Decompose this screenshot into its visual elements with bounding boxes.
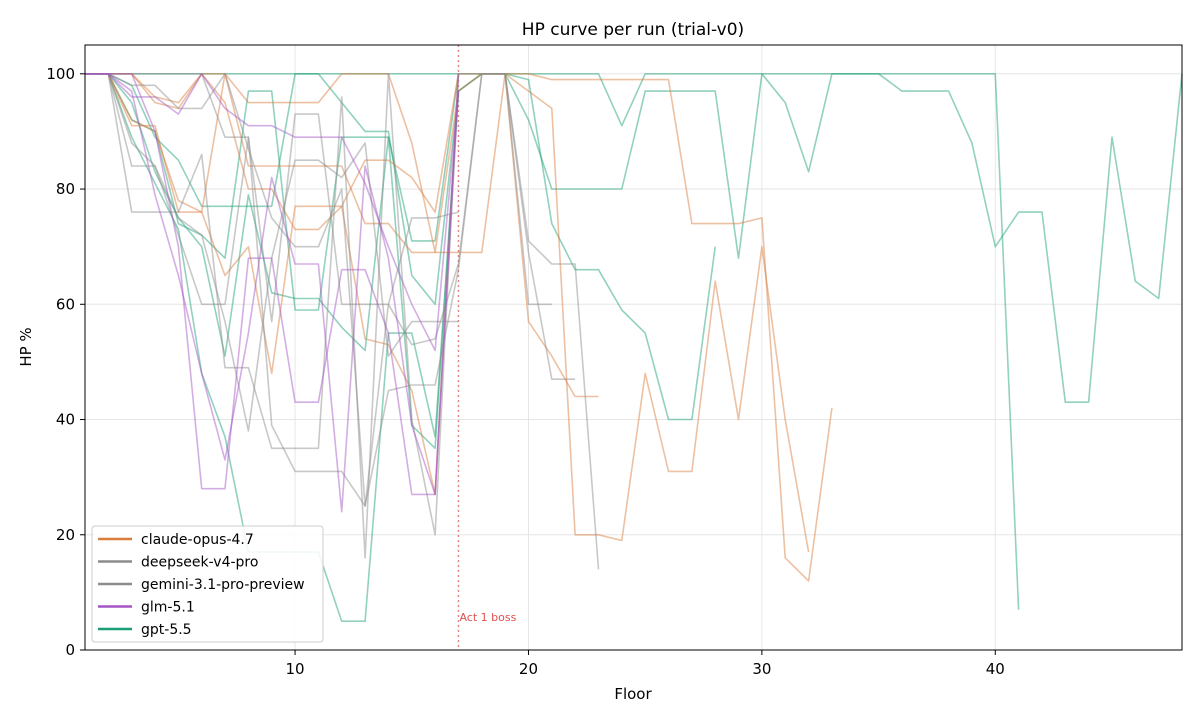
y-tick-label: 60: [56, 295, 75, 313]
series-line-claude-opus-4.7-5: [85, 73, 833, 582]
series-line-gemini-3.1-pro-preview-13: [85, 73, 459, 507]
series-line-gpt-5.5-1: [85, 73, 1020, 610]
series-line-glm-5.1-14: [85, 73, 460, 513]
x-tick-label: 40: [986, 660, 1005, 678]
y-tick-label: 100: [46, 65, 75, 83]
series-line-deepseek-v4-pro-9: [85, 73, 600, 570]
legend-label: gemini-3.1-pro-preview: [141, 577, 305, 593]
act-boss-label: Act 1 boss: [459, 611, 516, 624]
series-line-gpt-5.5-2: [85, 73, 716, 450]
series-line-deepseek-v4-pro-10: [85, 73, 576, 507]
series-line-gpt-5.5-0: [85, 73, 1183, 404]
legend-label: glm-5.1: [141, 600, 195, 616]
series-line-claude-opus-4.7-7: [85, 73, 599, 398]
series-line-gemini-3.1-pro-preview-12: [85, 73, 459, 432]
legend-label: deepseek-v4-pro: [141, 555, 258, 571]
x-axis-title: Floor: [614, 685, 652, 703]
y-tick-label: 80: [56, 180, 75, 198]
x-tick-label: 30: [752, 660, 771, 678]
x-tick-label: 10: [286, 660, 305, 678]
y-axis-title: HP %: [17, 327, 35, 366]
series-line-gpt-5.5-4: [85, 73, 460, 311]
legend-box: [91, 525, 324, 643]
y-tick-label: 40: [56, 411, 75, 429]
axis-ticks: 10 20 30 40 0 20 40 60 80 100: [46, 65, 1004, 678]
legend-label: claude-opus-4.7: [141, 532, 254, 548]
series-line-claude-opus-4.7-8: [85, 73, 460, 496]
chart-title: HP curve per run (trial-v0): [522, 20, 744, 40]
series-line-glm-5.1-16: [85, 73, 460, 352]
legend-label: gpt-5.5: [141, 622, 192, 638]
plot-frame: [84, 44, 1183, 651]
series-line-glm-5.1-15: [85, 73, 460, 496]
legend: claude-opus-4.7 deepseek-v4-pro gemini-3.1…: [91, 525, 324, 643]
annotations: Act 1 boss: [459, 611, 516, 624]
y-tick-label: 20: [56, 526, 75, 544]
series-line-claude-opus-4.7-6: [85, 73, 810, 553]
x-tick-label: 20: [519, 660, 538, 678]
y-tick-label: 0: [65, 641, 75, 659]
series-line-gemini-3.1-pro-preview-11: [85, 73, 552, 559]
